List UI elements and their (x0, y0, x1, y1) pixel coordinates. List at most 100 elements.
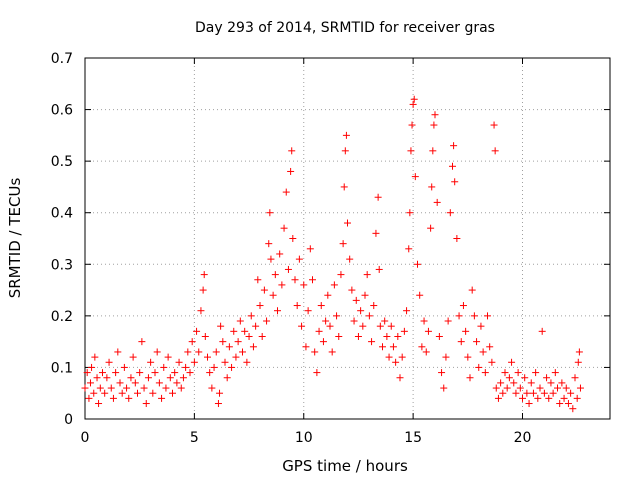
data-point (274, 307, 281, 315)
data-point (340, 183, 348, 191)
data-point (322, 317, 330, 325)
data-point (85, 394, 93, 402)
data-point (488, 358, 496, 366)
data-point (173, 379, 181, 387)
data-point (385, 353, 393, 361)
data-point (457, 338, 465, 346)
data-point (109, 394, 117, 402)
data-point (241, 327, 249, 335)
data-point (473, 338, 481, 346)
data-point (138, 338, 146, 346)
data-point (282, 188, 290, 196)
data-point (271, 271, 279, 279)
data-point (499, 389, 507, 397)
data-point (405, 245, 413, 253)
data-point (529, 389, 537, 397)
data-point (459, 302, 467, 310)
data-point (551, 369, 559, 377)
data-point (354, 332, 362, 340)
data-point (403, 307, 411, 315)
data-point (234, 338, 242, 346)
data-point (433, 198, 441, 206)
data-point (190, 358, 198, 366)
data-point (129, 353, 137, 361)
data-point (394, 332, 402, 340)
data-point (204, 353, 211, 361)
data-point (304, 307, 312, 315)
data-point (182, 363, 190, 371)
data-point (298, 322, 306, 330)
data-point (258, 332, 266, 340)
data-point (197, 307, 205, 315)
data-point (201, 332, 209, 340)
data-point (105, 358, 113, 366)
x-tick-label: 10 (295, 430, 313, 446)
data-point (410, 95, 418, 103)
data-point (107, 384, 115, 392)
data-point (210, 363, 218, 371)
data-point (306, 245, 314, 253)
data-point (536, 384, 544, 392)
data-point (256, 302, 264, 310)
data-point (481, 369, 489, 377)
data-point (444, 317, 452, 325)
data-point (228, 363, 236, 371)
data-point (214, 400, 222, 408)
data-point (112, 369, 120, 377)
data-point (368, 338, 376, 346)
data-point (195, 348, 203, 356)
data-point (142, 400, 150, 408)
data-point (547, 379, 555, 387)
y-tick-label: 0.6 (51, 103, 73, 119)
data-point (127, 374, 135, 382)
data-point (288, 147, 296, 155)
data-point (479, 348, 487, 356)
data-point (396, 374, 404, 382)
data-point (289, 235, 297, 242)
data-point (88, 363, 96, 371)
data-point (575, 348, 583, 356)
x-tick-label: 5 (190, 430, 199, 446)
data-point (90, 389, 98, 397)
data-point (232, 353, 240, 361)
data-point (239, 348, 246, 356)
data-point (416, 291, 424, 299)
data-point (418, 343, 426, 351)
y-tick-label: 0.5 (51, 154, 73, 170)
data-point (175, 358, 183, 366)
data-point (319, 338, 327, 346)
data-point (409, 100, 417, 108)
data-point (431, 111, 439, 119)
data-point (249, 343, 257, 351)
data-point (532, 369, 540, 377)
data-point (435, 332, 443, 340)
data-point (442, 353, 450, 361)
data-point (468, 286, 476, 294)
data-point (311, 348, 319, 356)
data-point (512, 389, 520, 397)
data-point (81, 384, 89, 392)
data-point (208, 384, 216, 392)
data-point (252, 322, 260, 330)
data-point (372, 229, 380, 237)
data-point (95, 400, 103, 408)
data-point (569, 405, 577, 413)
data-point (116, 379, 124, 387)
data-point (144, 374, 152, 382)
data-point (516, 384, 524, 392)
data-point (490, 121, 498, 129)
data-point (376, 322, 384, 330)
data-point (352, 296, 360, 304)
data-point (392, 358, 400, 366)
data-point (400, 327, 408, 335)
data-point (505, 374, 513, 382)
data-point (540, 389, 548, 397)
data-point (503, 384, 511, 392)
data-point (193, 327, 201, 335)
data-point (328, 348, 336, 356)
data-point (216, 389, 224, 397)
data-point (519, 394, 526, 402)
data-point (525, 400, 533, 408)
data-point (446, 209, 454, 217)
data-point (564, 400, 572, 408)
